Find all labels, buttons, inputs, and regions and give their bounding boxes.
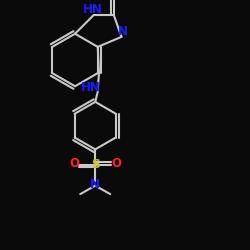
Text: N: N (118, 25, 128, 38)
Text: O: O (70, 158, 80, 170)
Text: S: S (91, 158, 100, 172)
Text: HN: HN (81, 81, 101, 94)
Text: O: O (111, 158, 121, 170)
Text: N: N (90, 178, 100, 192)
Text: HN: HN (82, 3, 102, 16)
